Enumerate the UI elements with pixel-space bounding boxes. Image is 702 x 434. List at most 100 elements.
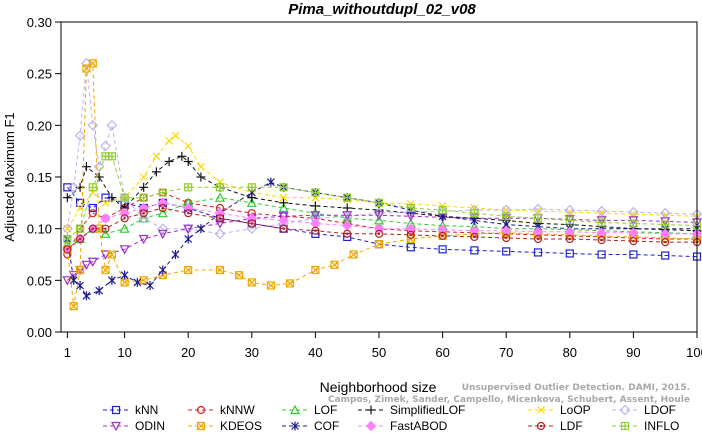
data-point-ldf [158,203,167,213]
data-point-simplifiedlof [94,172,104,182]
chart-canvas: 0.00 0.05 0.10 0.15 0.20 0.25 0.30 1 10 20 30 40 50 6… [2,1,702,395]
data-point-ldf [374,229,384,238]
data-point-cof [171,250,180,259]
data-point-simplifiedlof [151,167,161,177]
data-point-odin [62,276,73,286]
legend-key-cof [282,421,308,431]
legend-item-fastabod: FastABOD [358,418,447,434]
data-point-odin [564,215,575,225]
y-tick-label: 0.25 [27,67,52,82]
data-point-loop [76,204,85,212]
data-point-knn [406,243,415,252]
data-point-knn [597,250,606,259]
data-point-loop [139,173,148,181]
data-point-inflo [139,193,148,202]
series-line-odin [67,214,698,281]
data-point-odin [215,219,225,229]
data-point-simplifiedlof [183,157,193,166]
data-point-kdeos [88,59,97,68]
data-point-kdeos [349,250,358,259]
legend-label: FastABOD [390,419,448,433]
data-point-odin [68,271,79,281]
legend-label: kNN [135,403,159,417]
data-point-fastabod [469,225,480,236]
data-point-ldof [564,204,576,216]
data-point-simplifiedlof [107,193,117,203]
data-point-inflo [597,218,606,227]
legend-label: SimplifiedLOF [390,403,466,417]
data-point-kdeos [374,240,384,249]
x-tick-label: 30 [245,345,259,360]
legend-item-loop: LoOP [528,402,591,418]
data-point-ldf [470,232,479,242]
data-point-loop [406,199,415,208]
data-point-knn [533,248,543,257]
y-tick-label: 0.05 [27,273,52,288]
legend-key-inflo [612,421,638,431]
data-point-kdeos [101,265,110,275]
data-point-ldf [343,229,352,238]
data-point-fastabod [564,226,576,237]
legend-item-lof: LOF [282,402,337,418]
data-point-fastabod [500,225,512,236]
y-tick-label: 0.00 [27,325,52,340]
data-point-cof [120,270,129,280]
legend-label: kNNW [220,403,255,417]
legend-item-knnw: kNNW [188,402,255,418]
data-point-kdeos [330,260,339,269]
data-point-odin [660,217,671,227]
series-layer [62,57,702,311]
data-point-knnw [88,209,97,218]
x-axis-label: Neighborhood size [320,379,437,395]
data-point-odin [596,216,607,226]
data-point-lof [157,207,168,218]
legend-item-kdeos: KDEOS [188,418,262,434]
data-point-odin [100,250,111,260]
legend-item-ldf: LDF [528,418,583,434]
data-point-ldof [596,205,607,217]
x-tick-label: 70 [499,345,513,360]
data-point-odin [628,216,639,226]
data-point-cof [196,224,205,234]
data-point-simplifiedlof [139,182,149,192]
data-point-inflo [120,193,129,202]
data-point-ldof [246,223,258,235]
data-point-fastabod [437,224,448,235]
x-tick-label: 100 [686,345,702,360]
legend-label: LDOF [644,403,677,417]
data-point-lof [119,223,130,233]
x-tick-label: 60 [435,345,449,360]
data-point-loop [216,178,224,187]
data-point-ldf [184,209,193,218]
data-point-ldof [138,212,150,224]
data-point-knn [88,203,97,213]
data-point-cof [184,234,193,244]
data-point-ldf [311,226,320,235]
data-point-loop [101,198,110,207]
data-point-kdeos [285,279,295,288]
x-tick-label: 90 [626,345,640,360]
data-point-loop [171,131,180,140]
data-point-ldf [502,233,511,243]
legend-key-knnw [188,405,214,415]
data-point-simplifiedlof [279,198,289,208]
data-point-inflo [406,203,415,213]
data-point-loop [470,204,479,212]
legend-key-knn [103,405,129,415]
series-line-lof [67,197,698,245]
data-point-cof [95,286,104,296]
data-point-odin [183,224,194,234]
data-point-lof [138,213,149,223]
data-point-fastabod [532,226,544,237]
data-point-inflo [470,209,479,218]
credit-line-1: Unsupervised Outlier Detection. DAMI, 20… [461,383,690,393]
data-point-odin [310,211,321,221]
legend-key-kdeos [188,421,214,431]
data-point-ldf [247,219,256,228]
data-point-loop [196,162,205,171]
credit-line-2: Campos, Zimek, Sander, Campello, Micenko… [327,395,690,405]
data-point-kdeos [311,265,320,275]
data-point-ldof [214,228,226,240]
data-point-kdeos [266,281,275,290]
data-point-knn [502,247,511,256]
